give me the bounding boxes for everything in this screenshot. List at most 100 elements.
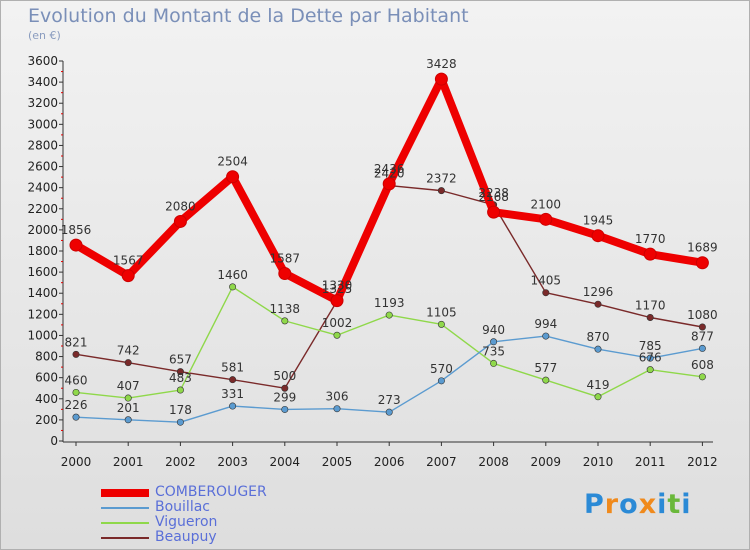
data-point bbox=[437, 320, 445, 328]
x-tick-label: 2009 bbox=[531, 455, 562, 469]
y-tick-label: 1000 bbox=[27, 328, 58, 342]
y-tick-label: 600 bbox=[35, 371, 58, 385]
y-tick-label: 400 bbox=[35, 392, 58, 406]
data-point bbox=[385, 311, 393, 319]
data-label: 1405 bbox=[531, 274, 562, 288]
logo-letter: P bbox=[584, 489, 605, 520]
data-point bbox=[226, 170, 240, 184]
y-tick-label: 2400 bbox=[27, 181, 58, 195]
logo-letter: r bbox=[604, 489, 620, 520]
data-point bbox=[330, 294, 344, 308]
legend-label: Beaupuy bbox=[155, 529, 217, 545]
data-label: 1170 bbox=[635, 299, 666, 313]
data-point bbox=[176, 418, 184, 426]
chart-title: Evolution du Montant de la Dette par Hab… bbox=[28, 5, 469, 27]
logo-letter: i bbox=[681, 489, 692, 520]
data-point bbox=[124, 359, 132, 367]
data-point bbox=[124, 416, 132, 424]
data-label: 178 bbox=[169, 403, 192, 417]
y-tick-label: 3200 bbox=[27, 96, 58, 110]
data-label: 419 bbox=[587, 378, 610, 392]
legend-swatch bbox=[101, 507, 149, 509]
data-label: 460 bbox=[65, 373, 88, 387]
data-point bbox=[490, 338, 498, 346]
data-point bbox=[278, 266, 292, 280]
data-label: 2238 bbox=[478, 186, 509, 200]
x-tick-label: 2011 bbox=[635, 455, 666, 469]
logo-letter: i bbox=[657, 489, 668, 520]
data-label: 1856 bbox=[61, 223, 92, 237]
data-label: 877 bbox=[691, 329, 714, 343]
data-point bbox=[437, 377, 445, 385]
legend-swatch bbox=[101, 489, 149, 497]
data-point bbox=[695, 256, 709, 270]
data-point bbox=[646, 354, 654, 362]
y-tick-label: 1200 bbox=[27, 307, 58, 321]
data-label: 2100 bbox=[531, 197, 562, 211]
data-label: 2080 bbox=[165, 199, 196, 213]
data-point bbox=[176, 386, 184, 394]
data-point bbox=[229, 376, 237, 384]
data-point bbox=[72, 413, 80, 421]
data-label: 1193 bbox=[374, 296, 405, 310]
data-label: 994 bbox=[534, 317, 557, 331]
data-label: 299 bbox=[273, 390, 296, 404]
y-tick-label: 1800 bbox=[27, 244, 58, 258]
data-label: 500 bbox=[273, 369, 296, 383]
y-tick-label: 2600 bbox=[27, 160, 58, 174]
data-label: 226 bbox=[65, 398, 88, 412]
legend-label: COMBEROUGER bbox=[155, 484, 267, 500]
data-point bbox=[72, 388, 80, 396]
data-label: 1460 bbox=[217, 268, 248, 282]
data-point bbox=[333, 331, 341, 339]
data-label: 1567 bbox=[113, 254, 144, 268]
y-tick-label: 3000 bbox=[27, 117, 58, 131]
data-point bbox=[229, 402, 237, 410]
x-tick-label: 2003 bbox=[217, 455, 248, 469]
data-point bbox=[542, 289, 550, 297]
x-tick-label: 2012 bbox=[687, 455, 718, 469]
data-label: 1002 bbox=[322, 316, 353, 330]
data-point bbox=[591, 229, 605, 243]
data-point bbox=[385, 408, 393, 416]
data-point bbox=[542, 332, 550, 340]
legend-label: Bouillac bbox=[155, 499, 210, 515]
data-label: 2168 bbox=[478, 190, 509, 204]
data-point bbox=[646, 313, 654, 321]
data-label: 742 bbox=[117, 344, 140, 358]
data-label: 1587 bbox=[270, 251, 301, 265]
data-label: 2436 bbox=[374, 162, 405, 176]
data-point bbox=[542, 376, 550, 384]
data-point bbox=[594, 300, 602, 308]
data-label: 577 bbox=[534, 361, 557, 375]
logo-letter: o bbox=[619, 489, 639, 520]
data-label: 1325 bbox=[322, 282, 353, 296]
data-point bbox=[281, 384, 289, 392]
data-point bbox=[643, 247, 657, 261]
data-label: 1945 bbox=[583, 214, 614, 228]
legend-swatch bbox=[101, 537, 149, 539]
data-point bbox=[487, 205, 501, 219]
data-label: 306 bbox=[326, 390, 349, 404]
data-label: 1770 bbox=[635, 232, 666, 246]
x-tick-label: 2001 bbox=[113, 455, 144, 469]
y-tick-label: 1600 bbox=[27, 265, 58, 279]
data-point bbox=[539, 212, 553, 226]
data-point bbox=[281, 405, 289, 413]
x-tick-label: 2006 bbox=[374, 455, 405, 469]
data-label: 1138 bbox=[270, 302, 301, 316]
data-point bbox=[173, 214, 187, 228]
data-label: 1330 bbox=[322, 279, 353, 293]
data-label: 273 bbox=[378, 393, 401, 407]
data-point bbox=[333, 405, 341, 413]
data-label: 785 bbox=[639, 339, 662, 353]
data-point bbox=[698, 373, 706, 381]
data-point bbox=[176, 368, 184, 376]
y-tick-label: 3400 bbox=[27, 75, 58, 89]
data-point bbox=[382, 177, 396, 191]
data-point bbox=[69, 238, 83, 252]
data-label: 1296 bbox=[583, 285, 614, 299]
data-label: 940 bbox=[482, 323, 505, 337]
